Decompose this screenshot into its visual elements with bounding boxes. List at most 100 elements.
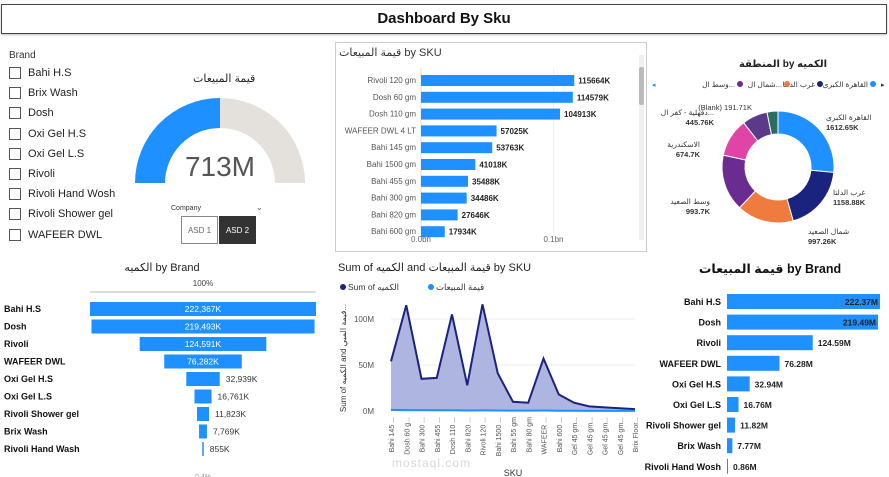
- brand-slicer-item[interactable]: Dosh: [9, 105, 54, 121]
- funnel-value-label: 222,367K: [185, 304, 222, 314]
- bar-category-label: Bahi 300 gm: [371, 194, 416, 203]
- funnel-category-label: Rivoli Hand Wash: [4, 444, 80, 454]
- bar: [421, 192, 467, 204]
- brand-slicer-item-label: Bahi H.S: [28, 67, 72, 79]
- bar-value-label: 41018K: [479, 161, 507, 170]
- x-tick-label: Bahi 820 ...: [465, 417, 472, 452]
- donut-slice-value: 993.7K: [686, 207, 711, 216]
- bar: [421, 226, 445, 238]
- funnel-category-label: Brix Wash: [4, 427, 48, 437]
- brand-slicer-item[interactable]: WAFEER DWL: [9, 227, 102, 243]
- funnel-bar: [186, 372, 220, 386]
- x-tick-label: Brix Floor...: [633, 417, 640, 452]
- chevron-down-icon[interactable]: ⌄: [256, 203, 263, 212]
- sku-chart-frame: [335, 42, 647, 252]
- gauge-title: قيمة المبيعات: [193, 73, 256, 85]
- bar-category-label: Rivoli 120 gm: [368, 76, 417, 85]
- checkbox[interactable]: [9, 127, 21, 140]
- y-tick-label: 0M: [363, 407, 374, 416]
- brand-slicer-item-label: Rivoli Shower gel: [28, 208, 113, 221]
- legend-label: غرب الدلتا: [783, 80, 815, 89]
- bar-category-label: Dosh 60 gm: [373, 93, 416, 102]
- brand-slicer-item[interactable]: Bahi H.S: [9, 65, 71, 81]
- legend-marker: [428, 284, 434, 290]
- x-tick-label: 0.1bn: [543, 235, 563, 244]
- bar-category-label: Oxi Gel L.S: [673, 400, 721, 410]
- funnel-category-label: WAFEER DWL: [4, 357, 66, 367]
- checkbox[interactable]: [9, 228, 21, 241]
- brand-slicer-item-label: Rivoli: [28, 168, 55, 180]
- checkbox[interactable]: [9, 67, 21, 79]
- brand-slicer-item[interactable]: Rivoli Shower gel: [9, 206, 113, 222]
- checkbox[interactable]: [9, 208, 21, 221]
- legend-marker: [340, 284, 346, 290]
- funnel-value-label: 32,939K: [226, 374, 258, 384]
- chart-title: قيمة المبيعات by Brand: [699, 262, 841, 276]
- bar: [727, 458, 728, 474]
- company-option-asd2[interactable]: ASD 2: [219, 216, 256, 244]
- donut-slice: [786, 169, 835, 222]
- checkbox[interactable]: [9, 188, 21, 201]
- funnel-bar: [91, 319, 315, 334]
- bar-value-label: 124.59M: [818, 338, 851, 348]
- brand-slicer-item[interactable]: Brix Wash: [9, 85, 78, 101]
- x-tick-label: Bahi 455 ...: [435, 417, 442, 452]
- bar-value-label: 115664K: [578, 77, 610, 86]
- donut-slice-name: دقهلية - كفر ال...: [661, 108, 714, 117]
- bar-value-label: 7.77M: [737, 441, 761, 451]
- legend-marker: [870, 81, 876, 87]
- brand-slicer-item-label: Dosh: [28, 107, 54, 120]
- bar-value-label: 219.49M: [843, 318, 876, 328]
- sku-sales-bar-chart: قيمة المبيعات by SKU Rivoli 120 gm 115664K…: [339, 47, 644, 244]
- funnel-bar: [202, 442, 204, 456]
- x-tick-label: Dosh 110 ...: [450, 417, 457, 454]
- bar-category-label: Bahi H.S: [684, 297, 721, 307]
- funnel-bottom-label: 0.4%: [195, 474, 211, 477]
- chart-title: المنطقة by الكميه: [739, 59, 827, 70]
- brand-slicer-item-label: Rivoli Hand Wosh: [28, 188, 116, 201]
- legend-label: وسط ال...: [702, 80, 735, 89]
- chart-title: الكميه by Brand: [124, 262, 199, 274]
- funnel-category-label: Rivoli Shower gel: [4, 409, 79, 419]
- checkbox[interactable]: [9, 147, 21, 160]
- x-tick-label: Dosh 60 g...: [404, 417, 411, 455]
- funnel-category-label: Bahi H.S: [4, 304, 41, 314]
- bar: [727, 314, 879, 330]
- brand-slicer-item-label: WAFEER DWL: [28, 228, 103, 241]
- company-option-asd1[interactable]: ASD 1: [181, 216, 218, 244]
- bar-category-label: Rivoli: [696, 338, 721, 348]
- x-tick-label: Gel 45 gm...: [603, 417, 610, 455]
- funnel-category-label: Oxi Gel H.S: [4, 374, 53, 384]
- bar-category-label: WAFEER DWL: [660, 359, 722, 369]
- checkbox[interactable]: [9, 107, 21, 120]
- legend-arrow-left-icon: ◂: [652, 82, 656, 89]
- funnel-value-label: 11,823K: [215, 409, 246, 419]
- funnel-value-label: 7,769K: [213, 427, 240, 437]
- y-tick-label: 100M: [354, 315, 374, 324]
- funnel-bar: [90, 302, 316, 316]
- legend-arrow-right-icon: ▸: [881, 82, 885, 89]
- checkbox[interactable]: [9, 87, 21, 100]
- x-tick-label: Gel 45 gm...: [572, 417, 579, 455]
- x-tick-label: Bahi 300 ...: [420, 417, 427, 452]
- bar-category-label: Rivoli Shower gel: [646, 421, 721, 431]
- bar-category-label: Rivoli Hand Wosh: [645, 462, 721, 472]
- x-tick-label: Gel 45 gm...: [618, 417, 625, 455]
- bar: [421, 142, 493, 154]
- brand-slicer-item[interactable]: Rivoli: [9, 166, 55, 182]
- brand-slicer-item[interactable]: Oxi Gel H.S: [9, 126, 86, 142]
- funnel-value-label: 219,493K: [185, 322, 222, 332]
- donut-slice-value: 1612.65K: [826, 123, 859, 132]
- checkbox[interactable]: [9, 168, 21, 180]
- x-tick-label: Bahi 55 gm: [511, 417, 518, 453]
- brand-slicer-item[interactable]: Oxi Gel L.S: [9, 146, 84, 162]
- bar-category-label: Dosh: [699, 318, 722, 328]
- line-series-sales: [390, 304, 636, 411]
- legend-label: شمال ال...: [748, 80, 782, 89]
- donut-slice-value: 997.26K: [808, 237, 837, 246]
- funnel-bar: [196, 407, 210, 421]
- bar: [421, 108, 561, 120]
- bar-category-label: Bahi 145 gm: [371, 143, 416, 152]
- chart-title: Sum of الكميه and قيمة المبيعات by SKU: [338, 262, 531, 274]
- brand-slicer-item[interactable]: Rivoli Hand Wosh: [9, 186, 115, 202]
